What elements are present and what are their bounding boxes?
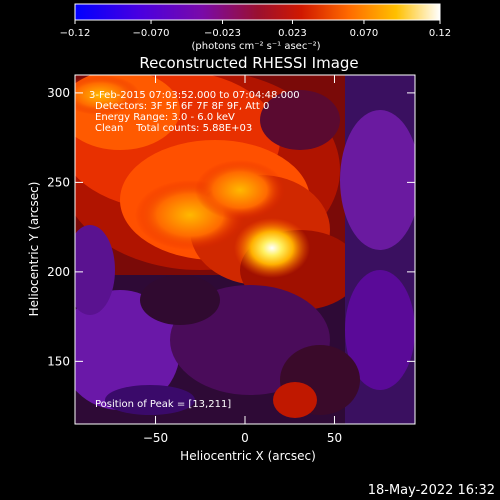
annotation-detectors: Detectors: 3F 5F 6F 7F 8F 9F, Att 0: [95, 101, 269, 112]
y-axis-label: Heliocentric Y (arcsec): [27, 182, 41, 317]
peak-position-label: Position of Peak = [13,211]: [95, 399, 231, 410]
annotation-block: 3-Feb-2015 07:03:52.000 to 07:04:48.000 …: [89, 90, 300, 134]
x-tick-label: 50: [327, 431, 342, 445]
colorbar-tick-label: 0.023: [278, 28, 307, 39]
x-axis-ticks: −50 0 50: [143, 75, 342, 445]
y-tick-label: 150: [47, 354, 70, 368]
colorbar-tick-label: −0.070: [133, 28, 170, 39]
annotation-time-range: 3-Feb-2015 07:03:52.000 to 07:04:48.000: [89, 90, 300, 101]
colorbar-tick-label: −0.023: [204, 28, 241, 39]
y-tick-label: 200: [47, 265, 70, 279]
colorbar-tick-label: 0.070: [350, 28, 379, 39]
heatmap-image: [75, 75, 415, 424]
colorbar-unit-label: (photons cm⁻² s⁻¹ asec⁻²): [191, 41, 320, 52]
y-axis-ticks: 150 200 250 300: [47, 86, 415, 368]
y-tick-label: 250: [47, 175, 70, 189]
annotation-energy-range: Energy Range: 3.0 - 6.0 keV: [95, 112, 235, 123]
x-tick-label: −50: [143, 431, 168, 445]
colorbar-tick-label: −0.12: [60, 28, 91, 39]
colorbar-ticks: −0.12 −0.070 −0.023 0.023 0.070 0.12: [60, 20, 451, 39]
x-tick-label: 0: [241, 431, 249, 445]
colorbar-tick-label: 0.12: [429, 28, 451, 39]
x-axis-label: Heliocentric X (arcsec): [180, 449, 316, 463]
colorbar: [74, 3, 441, 21]
annotation-clean-counts: Clean Total counts: 5.88E+03: [95, 123, 252, 134]
footer-timestamp: 18-May-2022 16:32: [368, 483, 495, 498]
y-tick-label: 300: [47, 86, 70, 100]
chart-title: Reconstructed RHESSI Image: [139, 54, 358, 72]
